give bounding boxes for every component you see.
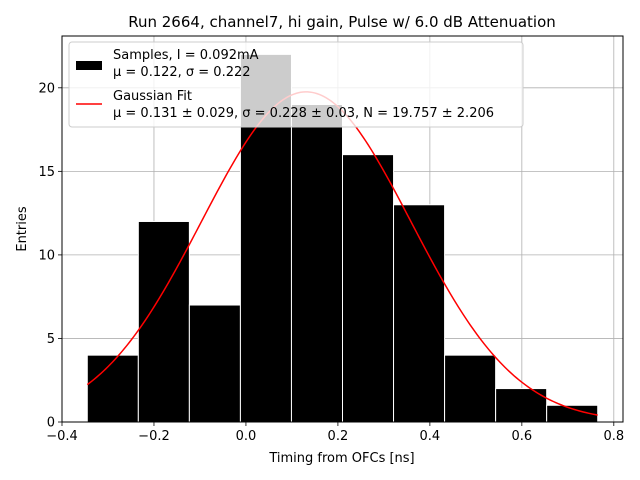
y-tick-label-3: 15	[38, 165, 55, 180]
x-axis-label: Timing from OFCs [ns]	[268, 451, 414, 466]
y-tick-label-1: 5	[47, 332, 55, 347]
y-axis-label: Entries	[15, 206, 30, 252]
x-tick-label-4: 0.4	[420, 429, 441, 444]
chart-title: Run 2664, channel7, hi gain, Pulse w/ 6.…	[128, 13, 556, 31]
histogram-bar-4	[290, 104, 343, 423]
legend-samples-label: Samples, I = 0.092mA	[113, 48, 259, 63]
legend: Samples, I = 0.092mA μ = 0.122, σ = 0.22…	[68, 41, 524, 128]
axis-ticks: −0.4 −0.2 0.0 0.2 0.4 0.6 0.8 0 5 10 15 20	[38, 81, 624, 444]
y-tick-label-4: 20	[38, 81, 55, 96]
x-tick-label-2: 0.0	[236, 429, 257, 444]
legend-samples-stats: μ = 0.122, σ = 0.222	[113, 65, 251, 80]
histogram-bar-5	[342, 154, 395, 423]
histogram-bar-1	[137, 220, 190, 423]
legend-fit-stats: μ = 0.131 ± 0.029, σ = 0.228 ± 0.03, N =…	[113, 106, 494, 121]
histogram-bar-0	[86, 354, 139, 423]
x-tick-label-6: 0.8	[603, 429, 624, 444]
plot-frame	[61, 35, 624, 423]
legend-fit-label: Gaussian Fit	[113, 89, 192, 104]
histogram-bar-8	[495, 388, 548, 423]
x-tick-label-3: 0.2	[328, 429, 349, 444]
histogram-bar-7	[444, 354, 497, 423]
x-tick-label-0: −0.4	[46, 429, 78, 444]
histogram-bar-6	[393, 204, 446, 423]
legend-samples-swatch	[76, 61, 102, 70]
y-tick-label-0: 0	[47, 416, 55, 431]
x-tick-label-1: −0.2	[138, 429, 170, 444]
y-tick-label-2: 10	[38, 248, 55, 263]
histogram-bar-2	[188, 304, 241, 423]
legend-box	[68, 41, 524, 128]
x-tick-label-5: 0.6	[511, 429, 532, 444]
